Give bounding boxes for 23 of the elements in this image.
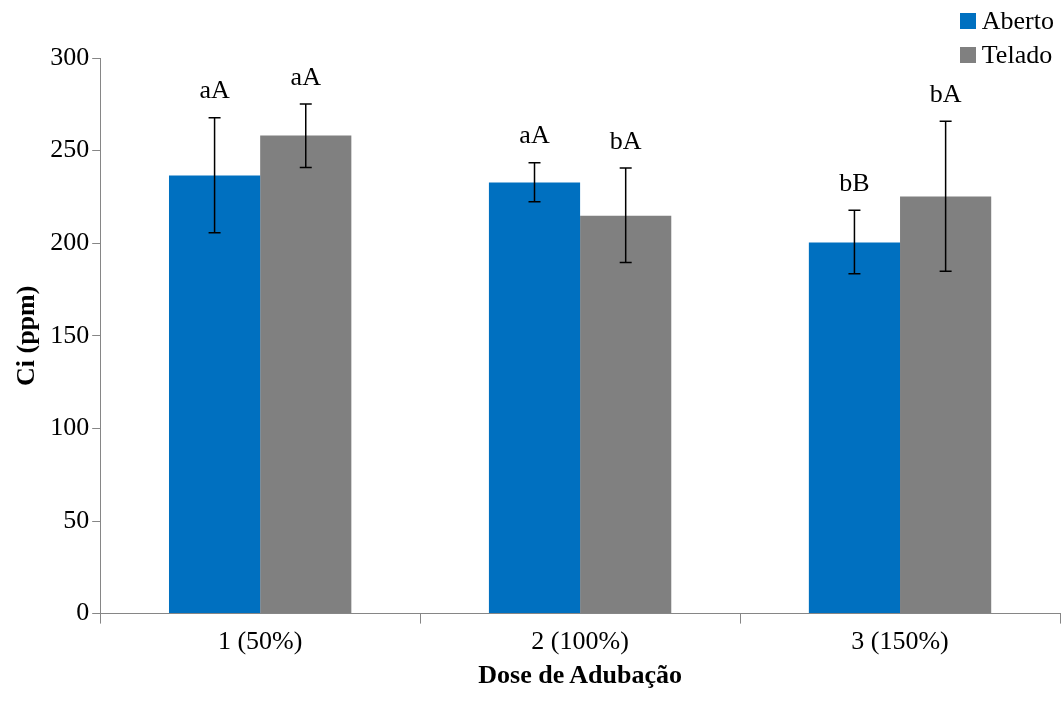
y-tick-label: 200: [50, 227, 90, 257]
legend-label: Telado: [981, 40, 1053, 70]
annotation: bB: [839, 168, 870, 198]
y-tick-label: 150: [50, 319, 90, 349]
x-tick-label: 1 (50%): [217, 626, 303, 656]
annotation: aA: [519, 120, 550, 150]
y-tick-label: 250: [50, 134, 90, 164]
y-tick-label: 50: [63, 504, 90, 534]
annotation: aA: [290, 61, 322, 91]
x-tick-label: 2 (100%): [531, 626, 629, 656]
y-tick-label: 100: [50, 412, 90, 442]
annotation: bA: [609, 125, 642, 155]
y-axis-title: Ci (ppm): [11, 285, 41, 386]
legend-label: Aberto: [981, 6, 1054, 36]
bar: [488, 182, 581, 614]
y-tick-label: 0: [76, 597, 90, 627]
bar: [808, 242, 901, 614]
annotation: bA: [929, 78, 962, 108]
y-tick-label: 300: [50, 41, 90, 71]
x-tick-label: 3 (150%): [851, 626, 949, 656]
annotation: aA: [199, 75, 230, 105]
bar: [168, 175, 261, 614]
x-axis-title: Dose de Adubação: [478, 660, 682, 690]
